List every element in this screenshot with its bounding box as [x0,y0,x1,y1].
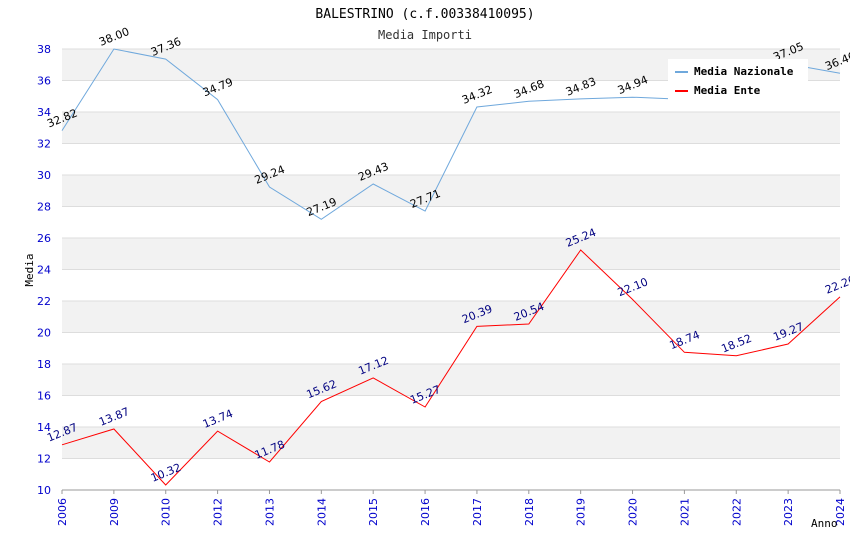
x-tick-label: 2017 [471,498,484,526]
legend[interactable]: Media Nazionale Media Ente [668,59,808,101]
x-tick-label: 2010 [160,498,173,526]
x-tick-label: 2020 [627,498,640,526]
x-tick-label: 2013 [263,498,276,526]
x-tick-label: 2006 [56,498,69,526]
x-tick-label: 2019 [575,498,588,526]
x-tick-label: 2012 [212,498,225,526]
x-axis-ticks: 2006 2009 2010 2012 2013 2014 2015 2016 2017 2018… [56,490,847,526]
y-tick-label: 18 [37,358,51,371]
series-line-ente [61,249,841,486]
grid-band [62,427,840,459]
y-tick-label: 38 [37,43,51,56]
grid-band [62,175,840,207]
legend-label-nazionale: Media Nazionale [694,65,794,78]
y-tick-label: 16 [37,390,51,403]
grid-band [62,112,840,144]
legend-label-ente: Media Ente [694,84,761,97]
y-tick-label: 14 [37,421,51,434]
grid-band [62,332,840,364]
x-tick-label: 2016 [419,498,432,526]
y-tick-label: 10 [37,484,51,497]
grid-band [62,238,840,270]
y-tick-label: 12 [37,453,51,466]
x-tick-label: 2024 [834,498,847,526]
y-axis-title: Media [23,253,36,286]
chart-subtitle: Media Importi [378,28,472,42]
x-tick-label: 2015 [367,498,380,526]
grid-band [62,301,840,333]
grid-band [62,395,840,427]
grid-band [62,269,840,301]
x-tick-label: 2018 [523,498,536,526]
y-tick-label: 34 [37,106,51,119]
legend-box [668,59,808,101]
y-tick-label: 30 [37,169,51,182]
grid-band [62,364,840,396]
chart-title: BALESTRINO (c.f.00338410095) [315,7,534,22]
y-tick-label: 36 [37,75,51,88]
grid-lines [62,48,840,491]
x-axis-title: Anno [811,517,838,530]
y-tick-label: 26 [37,232,51,245]
y-tick-label: 20 [37,327,51,340]
grid-bands [62,49,840,490]
y-tick-label: 22 [37,295,51,308]
x-tick-label: 2023 [782,498,795,526]
x-tick-label: 2021 [678,498,691,526]
y-tick-label: 28 [37,201,51,214]
x-tick-label: 2022 [730,498,743,526]
x-tick-label: 2009 [108,498,121,526]
x-tick-label: 2014 [315,498,328,526]
y-axis-ticks: 10 12 14 16 18 20 22 24 26 28 30 32 34 36 38 [37,43,51,497]
y-tick-label: 32 [37,138,51,151]
data-label: 38.00 [97,25,131,49]
y-tick-label: 24 [37,264,51,277]
grid-band [62,458,840,490]
grid-band [62,206,840,238]
